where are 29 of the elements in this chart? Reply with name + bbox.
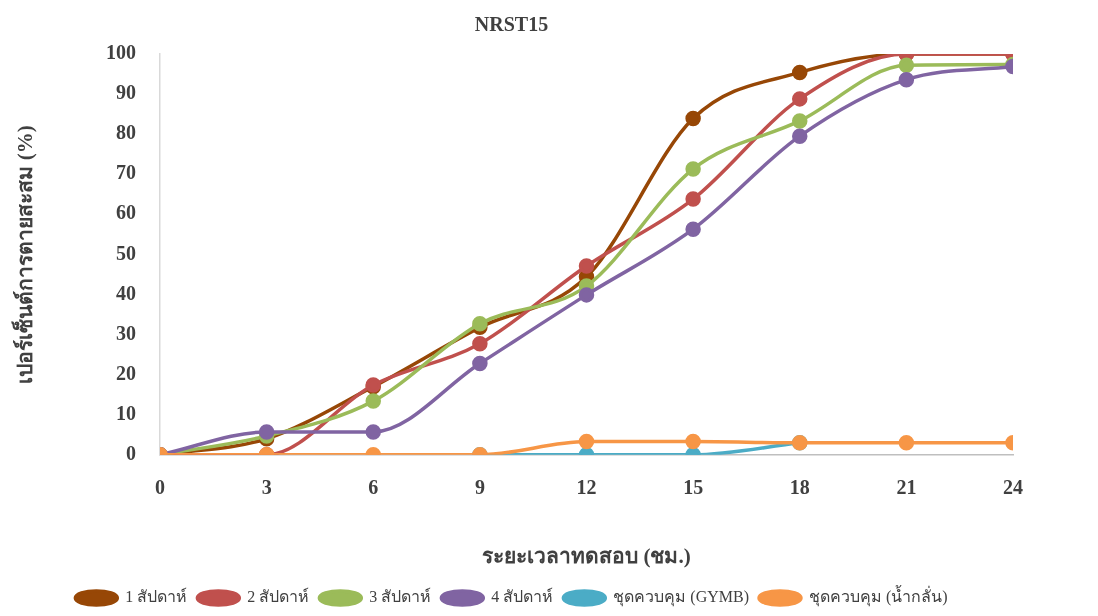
x-tick-label: 21 <box>896 475 917 498</box>
legend-label: ชุดควบคุม (GYMB) <box>613 588 750 608</box>
x-tick-label: 12 <box>576 475 597 498</box>
y-tick-label: 20 <box>116 361 136 384</box>
y-tick-label: 70 <box>116 161 136 184</box>
y-tick-label: 50 <box>116 241 136 264</box>
x-axis-title: ระยะเวลาทดสอบ (ชม.) <box>482 543 691 568</box>
y-tick-label: 80 <box>116 121 136 144</box>
x-tick-label: 15 <box>683 475 704 498</box>
x-tick-label: 18 <box>789 475 810 498</box>
y-tick-label: 90 <box>116 81 136 104</box>
y-tick-label: 100 <box>106 41 136 64</box>
legend-label: 3 สัปดาห์ <box>369 587 432 606</box>
x-tick-label: 6 <box>368 475 379 498</box>
y-tick-label: 0 <box>126 441 136 464</box>
y-tick-label: 10 <box>116 401 136 424</box>
x-tick-label: 0 <box>155 475 165 498</box>
y-axis-title: เปอร์เซ็นต์การตายสะสม (%) <box>11 125 38 384</box>
chart-title: NRST15 <box>474 13 549 36</box>
x-tick-label: 24 <box>1003 475 1023 498</box>
y-tick-label: 30 <box>116 321 136 344</box>
y-tick-label: 40 <box>116 281 136 304</box>
y-tick-label: 60 <box>116 201 136 224</box>
legend-label: 4 สัปดาห์ <box>491 587 554 606</box>
x-tick-label: 9 <box>474 475 485 498</box>
x-tick-label: 3 <box>261 475 272 498</box>
legend-label: 1 สัปดาห์ <box>125 587 188 606</box>
legend-label: ชุดควบคุม (น้ำกลั่น) <box>809 585 948 608</box>
legend-label: 2 สัปดาห์ <box>247 587 310 606</box>
